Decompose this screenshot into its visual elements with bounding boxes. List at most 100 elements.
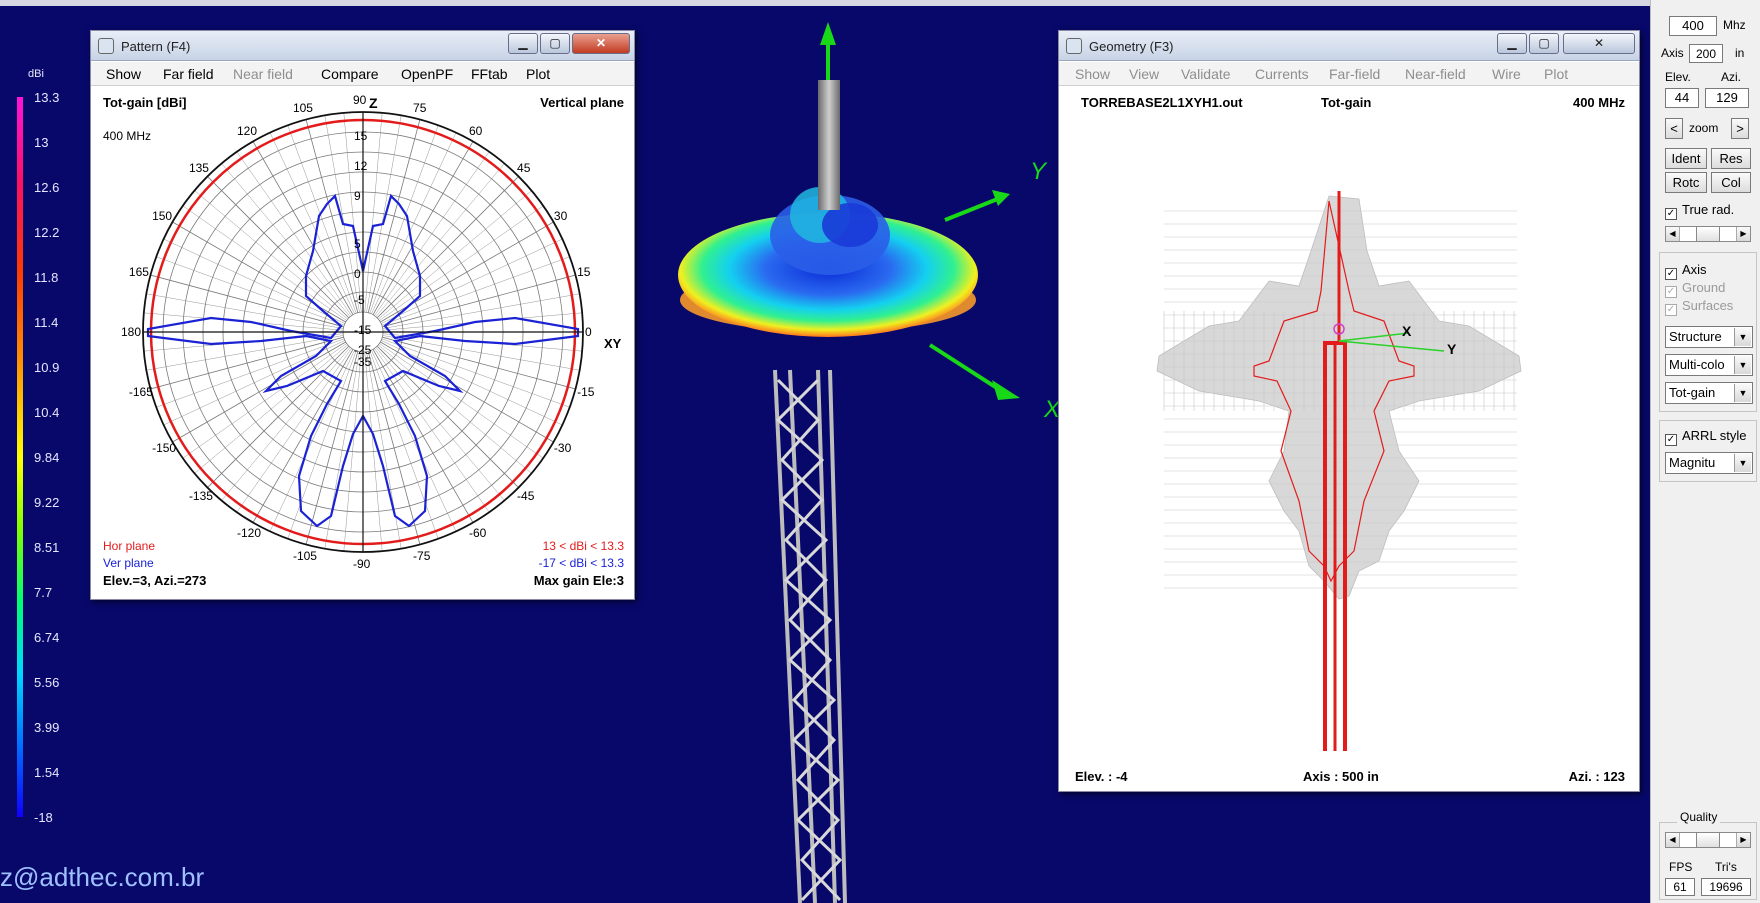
menu-item[interactable]: Currents	[1255, 66, 1309, 82]
quantity-select[interactable]: Tot-gain ▼	[1665, 382, 1753, 404]
multicolor-select-value: Multi-colo	[1669, 357, 1725, 372]
true-rad-slider[interactable]: ◀ ▶	[1665, 226, 1751, 242]
geometry-menubar: Show View Validate Currents Far-field Near-fi…	[1059, 62, 1639, 86]
minimize-button[interactable]: ▁	[508, 33, 538, 54]
axis-label: Axis	[1661, 46, 1684, 60]
menu-item[interactable]: Validate	[1181, 66, 1231, 82]
geometry-axis-x: X	[1402, 323, 1412, 339]
geometry-titlebar[interactable]: Geometry (F3) ▁ ▢ ✕	[1059, 31, 1639, 61]
color-scale-unit: dBi	[28, 68, 44, 80]
grid-spoke	[366, 351, 402, 549]
menu-item[interactable]: Show	[106, 66, 142, 82]
geometry-frequency: 400 MHz	[1572, 95, 1625, 110]
true-rad-label: True rad.	[1682, 202, 1735, 217]
angle-label: -75	[413, 549, 431, 564]
angle-label: 105	[292, 100, 313, 115]
color-scale-label: 11.8	[34, 270, 59, 285]
menu-item[interactable]: Show	[1075, 66, 1111, 82]
legend-hor-plane: Hor plane	[103, 539, 156, 553]
frequency-unit: Mhz	[1723, 18, 1746, 32]
axis-checkbox[interactable]: ✓ Axis	[1665, 262, 1707, 280]
grid-spoke	[343, 112, 362, 313]
menu-item[interactable]: Far-field	[1329, 66, 1381, 82]
angle-label: -120	[237, 525, 262, 540]
ring-label: 9	[354, 189, 361, 203]
menu-item[interactable]: OpenPF	[401, 66, 454, 82]
grid-spoke	[324, 115, 360, 313]
zoom-in-button[interactable]: >	[1731, 118, 1749, 139]
grid-spoke	[376, 176, 519, 319]
menu-item[interactable]: Far field	[163, 66, 214, 82]
slider-thumb[interactable]	[1696, 832, 1720, 848]
geometry-window-title: Geometry (F3)	[1089, 39, 1174, 54]
res-button[interactable]: Res	[1711, 148, 1751, 169]
arrl-style-checkbox[interactable]: ✓ ARRL style	[1665, 428, 1747, 446]
check-icon: ✓	[1665, 208, 1677, 220]
grid-spoke	[378, 344, 532, 474]
frequency-input[interactable]: 400	[1669, 16, 1717, 36]
rotc-button[interactable]: Rotc	[1665, 172, 1707, 193]
grid-spoke	[374, 151, 490, 316]
menu-item[interactable]: Plot	[1544, 66, 1569, 82]
minimize-button[interactable]: ▁	[1497, 33, 1527, 54]
menu-item[interactable]: Near-field	[1405, 66, 1466, 82]
ident-button[interactable]: Ident	[1665, 148, 1707, 169]
ground-checkbox-label: Ground	[1682, 280, 1726, 295]
grid-spoke	[366, 115, 402, 313]
pattern-menubar: Show Far field Near field Compare OpenPF FFta…	[91, 62, 634, 86]
angle-label: -150	[152, 441, 177, 455]
structure-select[interactable]: Structure ▼	[1665, 326, 1753, 348]
color-scale-bar	[17, 97, 23, 817]
pattern-window[interactable]: Pattern (F4) ▁ ▢ ✕ Show Far field Near fie…	[90, 30, 635, 600]
col-button[interactable]: Col	[1711, 172, 1751, 193]
tower-cross-bracing	[775, 378, 843, 902]
surfaces-checkbox[interactable]: ✓ Surfaces	[1665, 298, 1733, 316]
maximize-button[interactable]: ▢	[540, 33, 570, 54]
ground-checkbox[interactable]: ✓ Ground	[1665, 280, 1726, 298]
menu-item[interactable]: FFtab	[471, 66, 508, 82]
quantity-select-value: Tot-gain	[1669, 385, 1716, 400]
menu-item[interactable]: Wire	[1492, 66, 1521, 82]
pattern-frequency: 400 MHz	[103, 129, 152, 143]
menu-item[interactable]: Plot	[526, 66, 551, 82]
elevation-input[interactable]: 44	[1665, 88, 1699, 108]
close-button[interactable]: ✕	[572, 33, 630, 54]
menu-item[interactable]: Compare	[321, 66, 379, 82]
slider-left-arrow-icon[interactable]: ◀	[1666, 833, 1680, 847]
axis-size-input[interactable]: 200	[1689, 44, 1723, 63]
grid-spoke	[381, 338, 570, 408]
angle-label: 165	[128, 264, 149, 279]
angle-label: -135	[188, 489, 213, 504]
menu-item[interactable]: Near field	[233, 66, 293, 82]
zoom-out-button[interactable]: <	[1665, 118, 1683, 139]
ring-label: -15	[354, 323, 372, 337]
close-button[interactable]: ✕	[1563, 33, 1635, 54]
azimuth-input[interactable]: 129	[1705, 88, 1749, 108]
color-scale-label: 12.2	[34, 225, 60, 240]
ring-label: -25	[354, 343, 372, 357]
3d-viewport[interactable]: dBi 13.3 13 12.6 12.2 11.8 11.4 10.9 10.4 9.84 9.…	[0, 0, 1650, 903]
zoom-label: zoom	[1689, 121, 1719, 135]
dropdown-arrow-icon: ▼	[1734, 328, 1751, 346]
menu-item[interactable]: View	[1129, 66, 1160, 82]
geometry-window[interactable]: Geometry (F3) ▁ ▢ ✕ Show View Validate Curr…	[1058, 30, 1640, 792]
angle-label: 180	[121, 325, 142, 339]
slider-thumb[interactable]	[1696, 226, 1720, 242]
polar-axis-z: Z	[369, 95, 378, 111]
pattern-window-icon	[98, 38, 114, 54]
quality-slider[interactable]: ◀ ▶	[1665, 832, 1751, 848]
grid-spoke	[367, 119, 421, 313]
multicolor-select[interactable]: Multi-colo ▼	[1665, 354, 1753, 376]
ring-label: 15	[354, 129, 368, 143]
true-rad-checkbox[interactable]: ✓ True rad.	[1665, 202, 1735, 220]
grid-spoke	[324, 351, 360, 549]
slider-right-arrow-icon[interactable]: ▶	[1736, 833, 1750, 847]
slider-left-arrow-icon[interactable]: ◀	[1666, 227, 1680, 241]
pattern-titlebar[interactable]: Pattern (F4) ▁ ▢ ✕	[91, 31, 634, 61]
grid-spoke	[163, 238, 345, 324]
slider-right-arrow-icon[interactable]: ▶	[1736, 227, 1750, 241]
magnitude-select[interactable]: Magnitu ▼	[1665, 452, 1753, 474]
angle-label: 0	[585, 325, 592, 339]
angle-label: -60	[469, 525, 487, 540]
maximize-button[interactable]: ▢	[1529, 33, 1559, 54]
